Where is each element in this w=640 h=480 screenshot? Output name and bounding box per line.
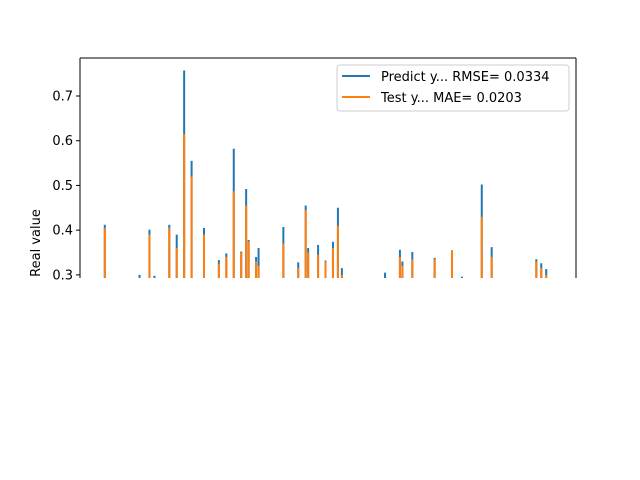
y-ticks: 0.3 0.4 0.5 0.6 0.7 [52,90,80,283]
legend: Predict y... RMSE= 0.0334 Test y... MAE=… [336,64,570,112]
y-tick-label: 0.4 [52,224,73,239]
y-tick-label: 0.7 [52,90,73,105]
legend-label-predict: Predict y... RMSE= 0.0334 [381,70,550,85]
legend-label-test: Test y... MAE= 0.0203 [380,91,522,106]
y-tick-label: 0.6 [52,134,73,149]
legend-frame [336,64,570,112]
axes-layer [79,57,577,278]
y-tick-label: 0.5 [52,179,73,194]
series-1 [103,134,548,278]
series-layer [103,70,548,278]
y-tick-label: 0.3 [52,268,73,283]
y-axis-label: Real value [29,209,44,277]
